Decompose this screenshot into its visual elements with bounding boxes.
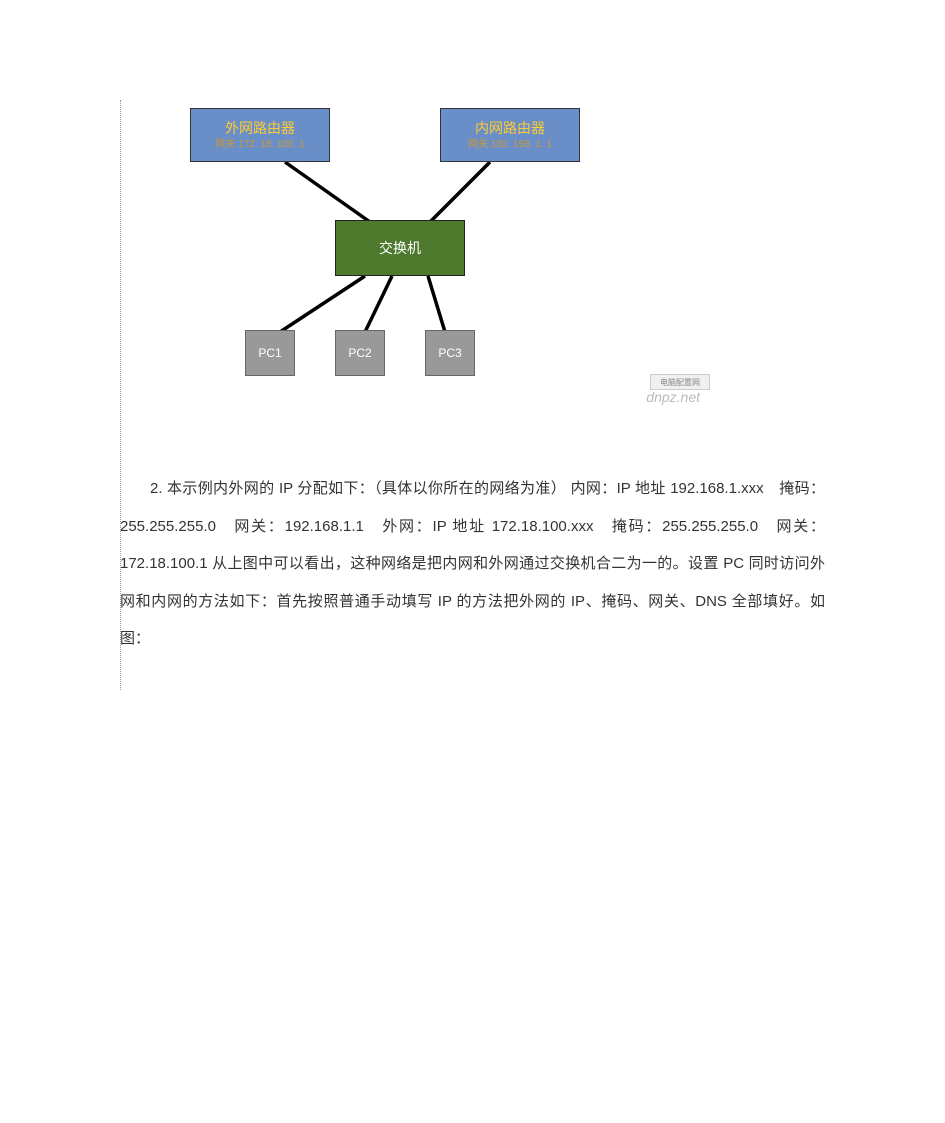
network-diagram: 外网路由器 网关 172. 18. 100. 1 内网路由器 网关 192. 1… — [170, 100, 710, 410]
watermark-text: dnpz.net — [646, 389, 700, 405]
paragraph-text: 2. 本示例内外网的 IP 分配如下：（具体以你所在的网络为准） 内网：IP 地… — [120, 470, 825, 658]
internal-router-gateway: 网关 192. 168. 1. 1 — [468, 138, 552, 151]
edge-switch-pc2 — [365, 276, 392, 332]
pc1-node: PC1 — [245, 330, 295, 376]
external-router-gateway: 网关 172. 18. 100. 1 — [215, 138, 305, 151]
edge-int-switch — [430, 162, 490, 222]
switch-node: 交换机 — [335, 220, 465, 276]
pc1-label: PC1 — [258, 346, 281, 360]
internal-router-node: 内网路由器 网关 192. 168. 1. 1 — [440, 108, 580, 162]
switch-label: 交换机 — [379, 238, 421, 258]
pc2-node: PC2 — [335, 330, 385, 376]
internal-router-title: 内网路由器 — [475, 119, 545, 137]
edge-ext-switch — [285, 162, 370, 222]
pc3-label: PC3 — [438, 346, 461, 360]
edge-switch-pc1 — [280, 276, 365, 332]
external-router-title: 外网路由器 — [225, 119, 295, 137]
watermark-badge: 电脑配置网 — [650, 374, 710, 390]
page-content: 外网路由器 网关 172. 18. 100. 1 内网路由器 网关 192. 1… — [120, 100, 825, 658]
external-router-node: 外网路由器 网关 172. 18. 100. 1 — [190, 108, 330, 162]
edge-switch-pc3 — [428, 276, 445, 332]
pc3-node: PC3 — [425, 330, 475, 376]
pc2-label: PC2 — [348, 346, 371, 360]
